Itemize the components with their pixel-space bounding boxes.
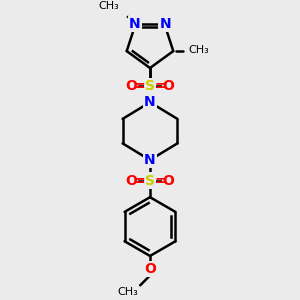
Text: N: N (129, 17, 140, 31)
Text: O: O (163, 174, 175, 188)
Text: O: O (125, 79, 137, 93)
Text: CH₃: CH₃ (188, 45, 209, 55)
Text: N: N (144, 153, 156, 167)
Text: N: N (144, 95, 156, 109)
Text: =: = (134, 174, 145, 188)
Text: O: O (163, 79, 175, 93)
Text: =: = (134, 79, 145, 93)
Text: N: N (160, 17, 171, 31)
Text: S: S (145, 79, 155, 93)
Text: O: O (125, 174, 137, 188)
Text: S: S (145, 174, 155, 188)
Text: =: = (155, 79, 166, 93)
Text: O: O (144, 262, 156, 276)
Text: CH₃: CH₃ (98, 1, 119, 11)
Text: CH₃: CH₃ (118, 287, 138, 297)
Text: =: = (155, 174, 166, 188)
